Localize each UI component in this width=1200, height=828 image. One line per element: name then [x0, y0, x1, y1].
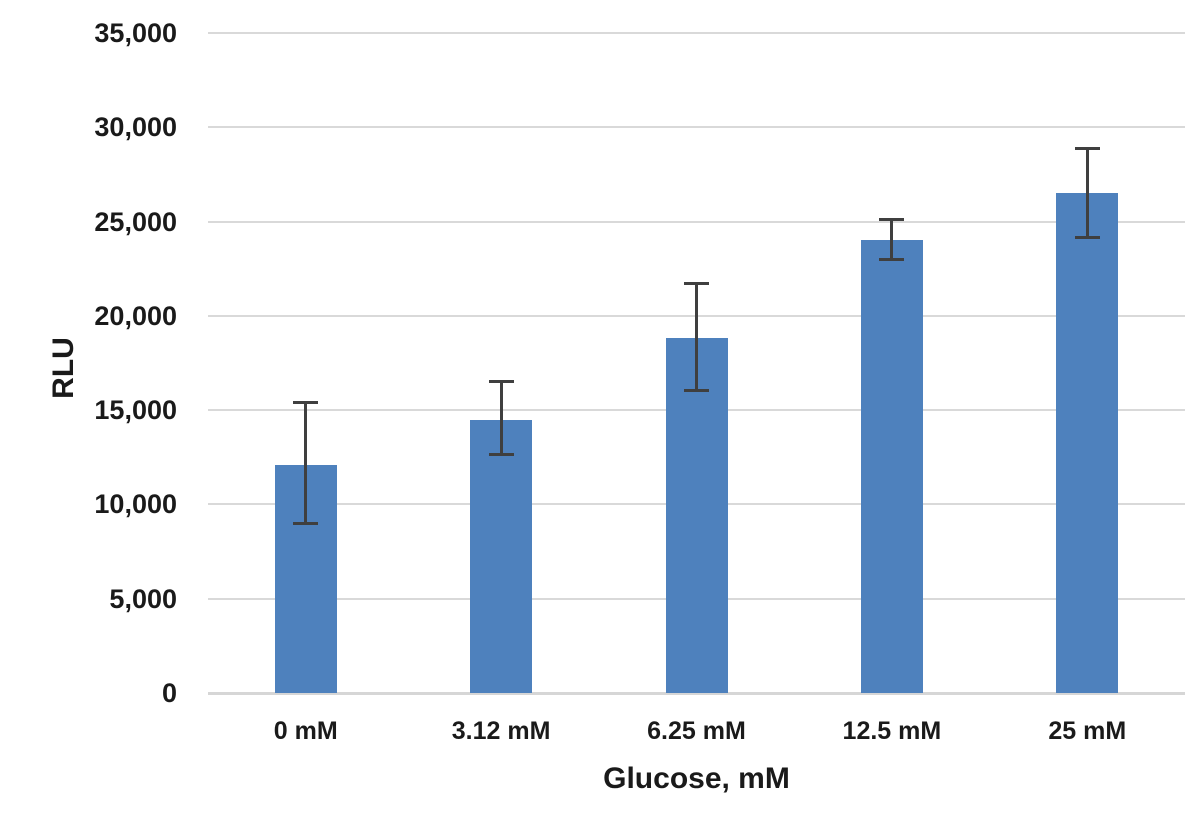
y-axis-tick-label: 30,000	[94, 112, 177, 143]
x-axis-line	[208, 692, 1185, 695]
error-bar-cap	[293, 401, 319, 405]
bar-12.5-mm	[860, 240, 923, 693]
error-bar-cap	[1074, 236, 1100, 240]
x-axis-tick-label: 25 mM	[1048, 717, 1127, 745]
error-bar-line	[695, 283, 698, 391]
error-bar-line	[890, 219, 894, 260]
error-bar-line	[1085, 148, 1089, 238]
error-bar-cap	[1074, 146, 1100, 150]
y-axis-tick-label: 35,000	[94, 18, 177, 48]
error-bar-cap	[684, 282, 709, 286]
error-bar-cap	[879, 257, 905, 261]
bar-3.12-mm	[470, 419, 533, 693]
y-axis-tick-label: 25,000	[94, 206, 177, 237]
x-axis-tick-label: 0 mM	[273, 717, 338, 745]
y-axis-tick-label: 5,000	[109, 583, 177, 614]
gridline	[208, 32, 1185, 34]
y-axis-tick-label: 15,000	[94, 395, 177, 426]
plot-area	[208, 32, 1185, 695]
error-bar-cap	[488, 452, 514, 456]
x-axis-title: Glucose, mM	[603, 762, 790, 795]
error-bar-cap	[488, 380, 514, 384]
y-axis-tick-label: 0	[161, 678, 177, 708]
bar-6.25-mm	[665, 338, 728, 693]
error-bar-cap	[879, 218, 905, 222]
error-bar-line	[499, 381, 503, 455]
x-axis-tick-label: 12.5 mM	[842, 717, 942, 745]
y-axis-tick-label: 20,000	[94, 300, 177, 331]
x-axis-tick-label: 3.12 mM	[451, 717, 551, 745]
gridline	[208, 220, 1185, 223]
error-bar-cap	[293, 521, 319, 525]
error-bar-cap	[684, 388, 709, 392]
y-axis-tick-label: 10,000	[94, 489, 177, 520]
gridline	[208, 126, 1185, 129]
bar-25-mm	[1056, 193, 1119, 693]
error-bar-line	[304, 402, 308, 524]
x-axis-tick-label: 6.25 mM	[647, 717, 746, 745]
